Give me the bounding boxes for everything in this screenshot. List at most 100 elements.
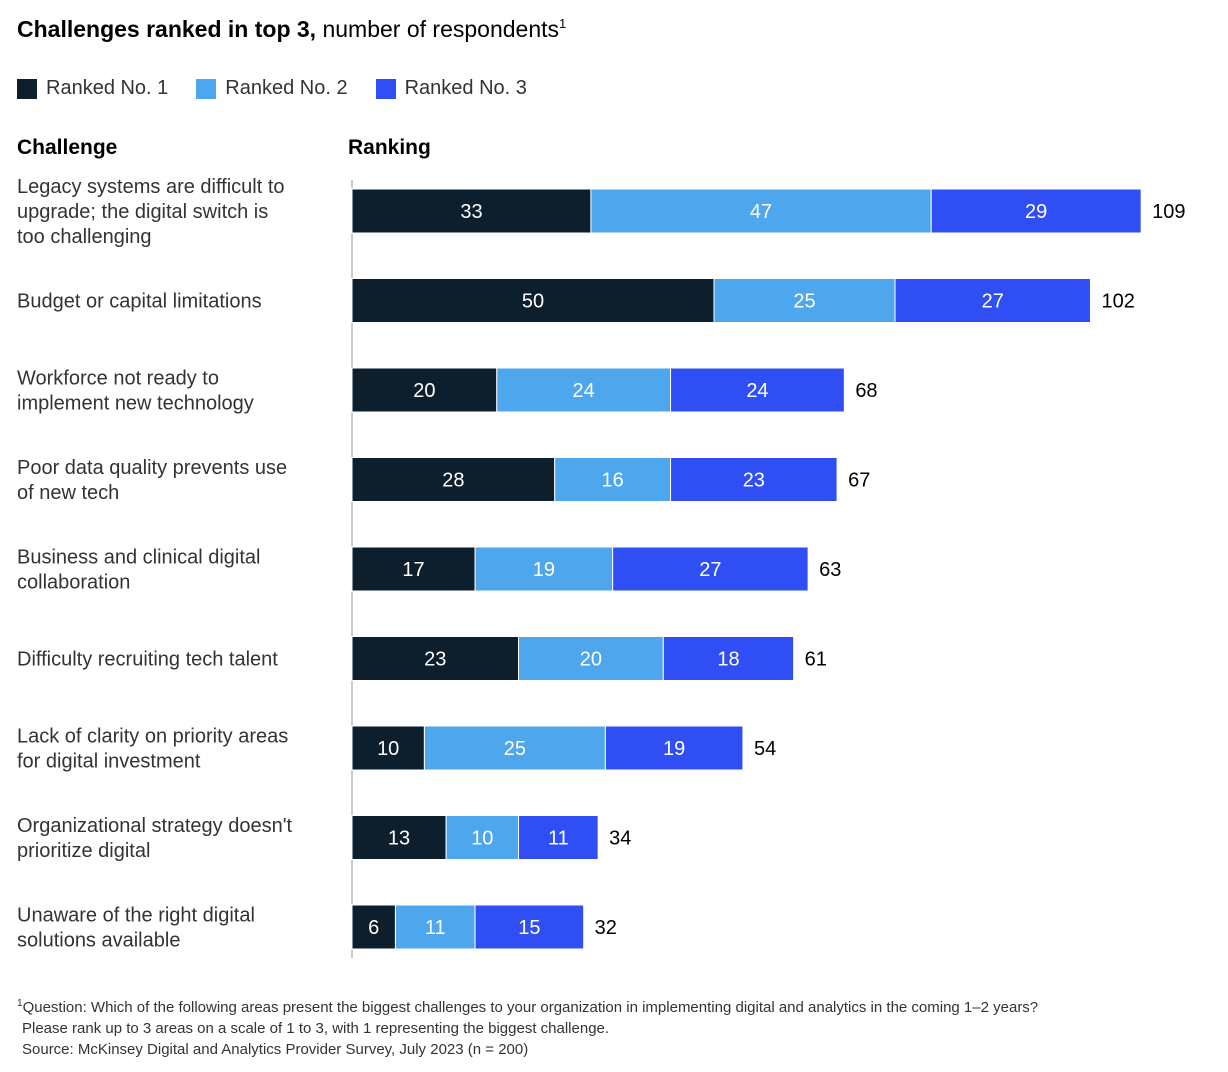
bar-value-label: 33 [460,201,482,223]
bar-value-label: 13 [388,828,410,850]
category-label-line: Difficulty recruiting tech talent [17,649,278,671]
legend: Ranked No. 1 Ranked No. 2 Ranked No. 3 [17,77,555,100]
bar-value-label: 16 [602,470,624,492]
legend-label-ranked-2: Ranked No. 2 [225,77,348,99]
bar-value-label: 25 [504,738,526,760]
column-header-ranking: Ranking [348,136,431,159]
bar-value-label: 19 [533,559,555,581]
category-label-line: collaboration [17,572,130,594]
bar-value-label: 24 [746,380,768,402]
category-label: Unaware of the right digital solutions av… [17,905,255,952]
category-label: Lack of clarity on priority areas for dig… [17,726,288,773]
bar-segment-ranked-2 [554,457,672,502]
bar-total-label: 68 [855,380,877,402]
footnote-question: 1Question: Which of the following areas … [17,993,1038,1018]
bar-segment-ranked-1 [351,636,520,681]
bar-segment-ranked-2 [445,815,520,860]
bar-segment-ranked-1 [351,725,425,771]
bar-segment-ranked-3 [930,188,1142,234]
bar-value-label: 25 [793,291,815,313]
bar-value-label: 23 [743,470,765,492]
bar-value-label: 18 [717,649,739,671]
bar-segment-ranked-3 [670,367,845,413]
bar-segment-ranked-2 [518,636,664,681]
bar-value-label: 24 [573,380,595,402]
legend-item-ranked-2: Ranked No. 2 [196,77,348,100]
bar-segment-ranked-3 [612,546,809,592]
footnote-mark: 1 [17,998,23,1009]
category-label-line: Organizational strategy doesn't [17,815,293,837]
bar-segment-ranked-3 [894,278,1091,323]
footnote-line-1: Question: Which of the following areas p… [22,999,1039,1016]
footnote-source: Source: McKinsey Digital and Analytics P… [22,1041,529,1058]
legend-swatch-ranked-3 [375,78,396,99]
bar-segment-ranked-2 [590,188,932,234]
bar-value-label: 17 [402,559,424,581]
category-label: Poor data quality prevents use of new tec… [17,457,287,504]
bar-segment-ranked-3 [518,815,599,860]
bar-value-label: 20 [580,649,602,671]
bar-value-label: 20 [413,380,435,402]
category-label-line: Poor data quality prevents use [17,457,287,479]
category-label-line: too challenging [17,226,152,248]
bar-total-label: 67 [848,470,870,492]
category-label: Difficulty recruiting tech talent [17,649,278,671]
title-footnote-mark: 1 [559,16,567,31]
bar-value-label: 50 [522,291,544,313]
legend-label-ranked-1: Ranked No. 1 [46,77,169,99]
category-label: Business and clinical digital collaborati… [17,547,260,594]
chart-title-subtitle: number of respondents [316,16,560,42]
bar-value-label: 6 [368,917,379,939]
bar-value-label: 11 [548,828,569,850]
category-label: Workforce not ready to implement new tech… [17,368,254,415]
bar-total-label: 61 [805,649,827,671]
bar-value-label: 27 [982,291,1004,313]
legend-swatch-ranked-2 [196,78,217,99]
bar-segment-ranked-3 [670,457,838,502]
legend-item-ranked-1: Ranked No. 1 [17,77,168,100]
category-label: Budget or capital limitations [17,291,262,313]
category-label-line: solutions available [17,930,180,952]
bar-segment-ranked-2 [474,546,614,592]
bar-segment-ranked-3 [474,904,585,950]
legend-label-ranked-3: Ranked No. 3 [404,77,527,99]
category-label: Legacy systems are difficult to upgrade; … [17,176,285,248]
category-label-line: Business and clinical digital [17,547,260,569]
bar-total-label: 34 [609,828,631,850]
bar-value-label: 47 [750,201,772,223]
bar-value-label: 23 [424,649,446,671]
category-label-line: upgrade; the digital switch is [17,201,268,223]
bar-total-label: 63 [819,559,841,581]
bar-value-label: 10 [377,738,399,760]
bar-value-label: 19 [663,738,685,760]
bar-value-label: 28 [442,470,464,492]
category-label-line: of new tech [17,482,119,504]
bar-value-label: 10 [471,828,493,850]
footnote-line-2: Please rank up to 3 areas on a scale of … [22,1020,610,1037]
legend-item-ranked-3: Ranked No. 3 [375,77,527,100]
bar-total-label: 54 [754,738,776,760]
bar-value-label: 15 [518,917,540,939]
category-label-line: Lack of clarity on priority areas [17,726,288,748]
bar-value-label: 11 [425,917,446,939]
bar-segment-ranked-1 [351,546,476,592]
category-label-line: implement new technology [17,393,254,415]
category-label-line: prioritize digital [17,840,150,862]
category-label-line: Unaware of the right digital [17,905,255,927]
category-label-line: Budget or capital limitations [17,291,262,313]
footnote: 1Question: Which of the following areas … [17,993,1038,1060]
category-label-line: Legacy systems are difficult to [17,176,285,198]
bar-value-label: 27 [699,559,721,581]
category-label-line: for digital investment [17,751,201,773]
bar-segment-ranked-1 [351,457,556,502]
chart-title-bold: Challenges ranked in top 3, [17,16,317,42]
chart-title: Challenges ranked in top 3, number of re… [17,16,566,43]
bar-value-label: 29 [1025,201,1047,223]
bar-segment-ranked-3 [604,725,744,771]
stacked-bar-chart: Legacy systems are difficult to upgrade; … [17,176,1186,958]
bar-segment-ranked-3 [662,636,795,681]
category-label: Organizational strategy doesn't prioritiz… [17,815,293,862]
category-label-line: Workforce not ready to [17,368,219,390]
legend-swatch-ranked-1 [17,78,37,99]
bar-total-label: 109 [1152,201,1185,223]
